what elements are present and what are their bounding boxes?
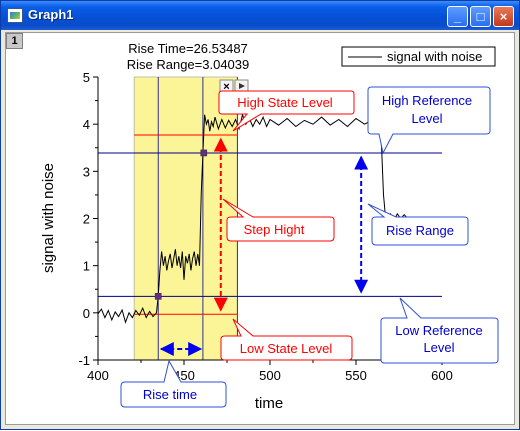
y-tick-label: 1 (83, 259, 90, 274)
gadget-menu-arrow-icon (239, 83, 245, 89)
rise-start-point[interactable] (154, 293, 162, 300)
x-tick-label: 550 (345, 368, 367, 383)
y-ticks: -1 0 1 2 3 4 5 (78, 70, 98, 368)
rise-end-point[interactable] (200, 149, 208, 157)
high-state-label: High State Level (237, 95, 333, 110)
low-ref-label-line2: Level (423, 340, 454, 355)
x-ticks: 400 450 500 550 600 (87, 360, 453, 383)
step-height-callout[interactable]: Step Hight (222, 198, 335, 242)
window-title: Graph1 (28, 7, 74, 22)
gadget-close-icon: × (223, 81, 229, 93)
x-tick-label: 500 (259, 368, 281, 383)
close-button[interactable]: × (493, 6, 514, 27)
high-ref-label-line1: High Reference (382, 93, 472, 108)
layer-tab[interactable]: 1 (6, 33, 23, 49)
low-state-callout[interactable]: Low State Level (220, 318, 353, 361)
step-height-label: Step Hight (244, 222, 305, 237)
y-tick-label: -1 (78, 353, 90, 368)
rise-range-label: Rise Range (386, 223, 454, 238)
legend-label: signal with noise (387, 49, 482, 64)
rise-time-callout[interactable]: Rise time (120, 359, 227, 408)
y-tick-label: 3 (83, 164, 90, 179)
title-bar[interactable]: Graph1 _ □ × (1, 1, 519, 30)
high-ref-label-line2: Level (411, 111, 442, 126)
y-axis-label: signal with noise (40, 163, 57, 273)
rise-range-stat: Rise Range=3.04039 (127, 57, 250, 72)
y-tick-label: 0 (83, 306, 90, 321)
low-state-label: Low State Level (240, 341, 333, 356)
y-tick-label: 5 (83, 70, 90, 85)
graph-app-icon (7, 8, 23, 23)
rise-time-stat: Rise Time=26.53487 (128, 41, 248, 56)
legend-box[interactable] (341, 46, 496, 67)
y-tick-label: 2 (83, 212, 90, 227)
rise-range-callout[interactable]: Rise Range (367, 203, 469, 246)
x-axis-label: time (255, 395, 283, 412)
minimize-button[interactable]: _ (447, 6, 468, 27)
maximize-button[interactable]: □ (470, 6, 491, 27)
y-tick-label: 4 (83, 117, 90, 132)
x-tick-label: 600 (431, 368, 453, 383)
signal-series-line (97, 112, 408, 324)
high-ref-callout[interactable]: High Reference Level (367, 86, 491, 155)
low-ref-label-line1: Low Reference (395, 323, 482, 338)
low-ref-callout[interactable]: Low Reference Level (380, 297, 499, 364)
rise-time-label: Rise time (143, 387, 197, 402)
x-tick-label: 400 (87, 368, 109, 383)
rise-points (154, 149, 208, 300)
high-state-callout[interactable]: High State Level (218, 90, 355, 132)
